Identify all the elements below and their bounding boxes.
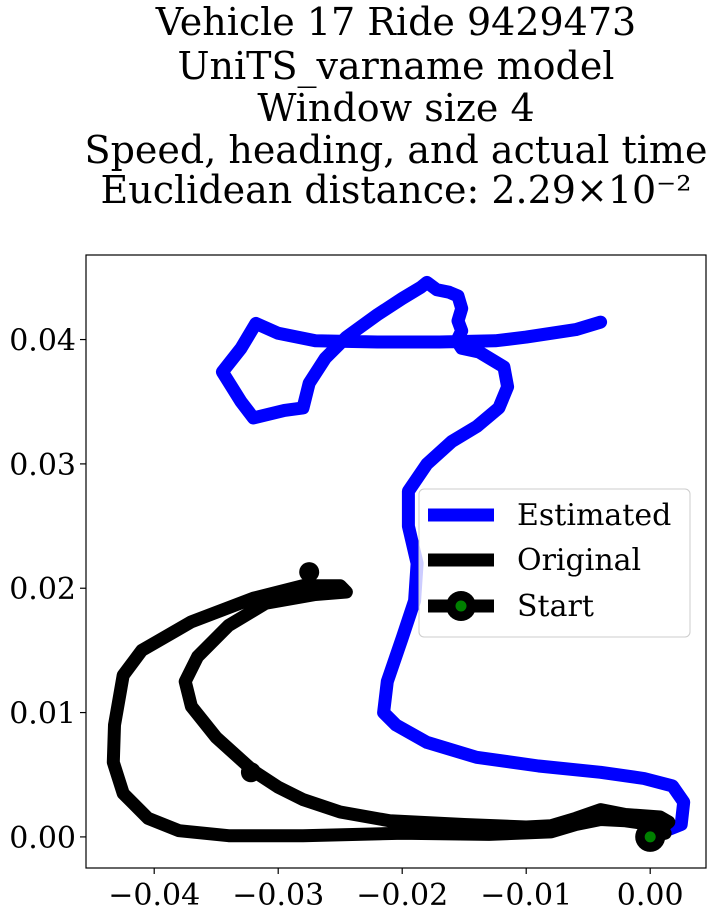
- y-tick-label: 0.00: [9, 821, 76, 856]
- path-blob-2: [299, 562, 320, 583]
- y-axis: 0.00 0.01 0.02 0.03 0.04: [9, 324, 86, 856]
- y-tick-label: 0.01: [9, 697, 76, 732]
- axes-frame: [85, 254, 707, 869]
- legend-label-original: Original: [517, 543, 641, 578]
- x-tick-label: −0.04: [108, 878, 200, 913]
- legend-label-start: Start: [517, 589, 594, 624]
- path-blob-1: [240, 762, 261, 783]
- x-tick-label: −0.02: [356, 878, 448, 913]
- legend: Estimated Original Start: [418, 488, 691, 638]
- title-line-5: Euclidean distance: 2.29×10⁻²: [101, 168, 692, 212]
- x-tick-label: −0.03: [232, 878, 324, 913]
- y-tick-label: 0.03: [9, 448, 76, 483]
- legend-label-estimated: Estimated: [517, 498, 671, 533]
- series-line-estimated: [215, 275, 691, 844]
- plot-area: [106, 275, 691, 852]
- y-tick-label: 0.04: [9, 324, 76, 359]
- legend-start-marker: [455, 600, 467, 612]
- title-line-4: Speed, heading, and actual time: [85, 128, 708, 172]
- series-line-original: [106, 579, 676, 844]
- title-line-1: Vehicle 17 Ride 9429473: [155, 0, 636, 44]
- y-tick-label: 0.02: [9, 572, 76, 607]
- title-line-2: UniTS_varname model: [178, 44, 615, 89]
- title-line-3: Window size 4: [257, 86, 534, 130]
- start-marker: [644, 831, 656, 843]
- x-tick-label: 0.00: [617, 878, 684, 913]
- x-axis: −0.04 −0.03 −0.02 −0.01 0.00: [108, 868, 684, 913]
- x-tick-label: −0.01: [480, 878, 572, 913]
